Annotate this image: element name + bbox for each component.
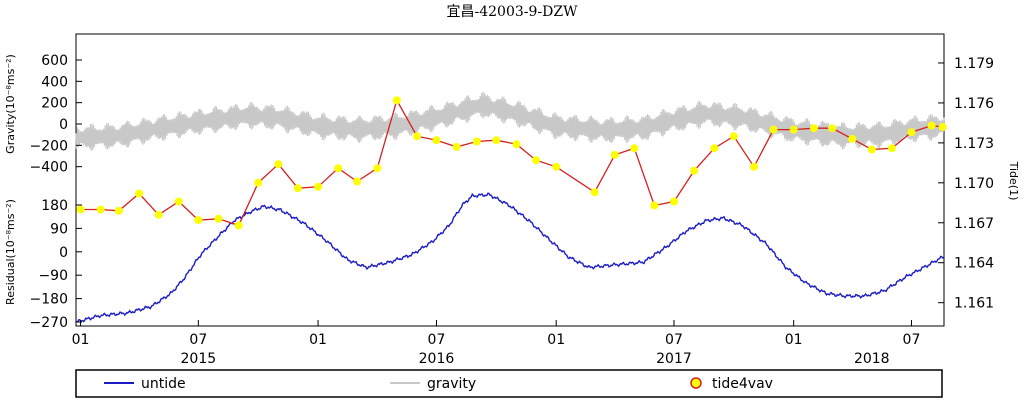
tide4vav-point xyxy=(472,137,481,146)
tide4vav-point xyxy=(590,188,599,197)
gravity-axis-tick-label: 200 xyxy=(41,96,68,112)
gravity-line xyxy=(75,91,945,151)
tide4vav-point xyxy=(729,132,738,141)
tide4vav-point xyxy=(710,144,719,153)
tide4vav-point xyxy=(828,124,837,133)
time-axis-tick-label: 01 xyxy=(309,332,327,348)
tide4vav-point xyxy=(293,184,302,193)
tide4vav-point xyxy=(76,205,85,214)
tide4vav-point xyxy=(413,132,421,141)
gravity-axis-tick-label: −200 xyxy=(30,138,68,154)
legend: untide gravity tide4vav xyxy=(75,369,943,398)
legend-untide-label: untide xyxy=(141,376,186,392)
gravity-axis-tick-label: −400 xyxy=(30,160,68,176)
tide4vav-point xyxy=(373,164,382,173)
tide4vav-point xyxy=(650,201,659,210)
time-axis-year-label: 2015 xyxy=(181,351,217,367)
legend-gravity-label: gravity xyxy=(427,376,476,392)
gravity-axis: 600 400 200 0 −200 −400 xyxy=(30,53,82,176)
tide4vav-point xyxy=(234,221,243,230)
gravity-axis-tick-label: 0 xyxy=(59,117,68,133)
untide-line xyxy=(75,192,945,323)
plot-border xyxy=(75,33,945,327)
untide-series-layer xyxy=(75,192,945,323)
residual-axis-tick-label: −90 xyxy=(38,268,68,284)
residual-axis-tick-label: −180 xyxy=(30,292,68,308)
time-axis-tick-label: 07 xyxy=(189,332,207,348)
tide4vav-point xyxy=(789,125,798,134)
tide4vav-point xyxy=(769,125,778,134)
residual-axis: 180 90 0 −90 −180 −270 xyxy=(30,198,82,331)
gravity-axis-label: Gravity(10⁻⁸ms⁻²) xyxy=(4,54,17,154)
tide4vav-point xyxy=(135,189,144,198)
gravity-axis-tick-label: 400 xyxy=(41,74,68,90)
time-axis-tick-label: 01 xyxy=(547,332,565,348)
time-axis-tick-label: 01 xyxy=(785,332,803,348)
time-axis-tick-label: 07 xyxy=(428,332,446,348)
tide-axis-tick-label: 1.164 xyxy=(954,256,994,272)
tide-axis: 1.179 1.176 1.173 1.170 1.167 1.164 1.161 xyxy=(938,56,994,312)
time-axis-year-label: 2017 xyxy=(656,351,692,367)
gravity-axis-tick-label: 600 xyxy=(41,53,68,69)
tide4vav-point xyxy=(690,166,699,175)
tide4vav-point xyxy=(848,134,857,143)
time-axis-year-label: 2016 xyxy=(419,351,455,367)
tide-axis-label: Tide(1) xyxy=(1007,161,1020,201)
tide4vav-point xyxy=(314,182,323,191)
tide4vav-point xyxy=(452,142,461,151)
gravity-series-layer xyxy=(75,91,945,151)
chart-title: 宜昌-42003-9-DZW xyxy=(447,4,579,20)
tide-axis-tick-label: 1.170 xyxy=(954,176,994,192)
tide4vav-point xyxy=(887,144,896,153)
tide4vav-point xyxy=(809,124,818,133)
plot-frame xyxy=(75,33,945,327)
tide-axis-tick-label: 1.176 xyxy=(954,96,994,112)
time-axis-tick-label: 07 xyxy=(903,332,921,348)
residual-axis-tick-label: 0 xyxy=(59,245,68,261)
tide4vav-point xyxy=(274,160,283,169)
tide-axis-tick-label: 1.167 xyxy=(954,216,994,232)
tide-axis-tick-label: 1.179 xyxy=(954,56,994,72)
tide4vav-point xyxy=(610,150,619,159)
tide4vav-series-layer xyxy=(76,96,947,230)
tide4vav-point xyxy=(867,145,876,154)
tide4vav-point xyxy=(552,162,561,171)
tide4vav-point xyxy=(174,197,183,206)
tide4vav-point xyxy=(392,96,401,105)
tide4vav-point xyxy=(96,205,105,214)
tide4vav-point xyxy=(353,177,362,186)
tide4vav-point xyxy=(907,128,916,137)
residual-axis-tick-label: 90 xyxy=(50,221,68,237)
tide4vav-point xyxy=(334,164,343,173)
tide4vav-point xyxy=(254,178,263,187)
tide4vav-point xyxy=(938,122,947,131)
tide4vav-point xyxy=(492,136,501,145)
time-axis-tick-label: 01 xyxy=(72,332,90,348)
tide4vav-point xyxy=(512,140,521,149)
tide4vav-point xyxy=(214,214,223,223)
tide4vav-point xyxy=(630,144,639,153)
tide4vav-point xyxy=(154,210,163,219)
tide-axis-tick-label: 1.161 xyxy=(954,296,994,312)
tide4vav-point xyxy=(532,156,540,165)
residual-axis-tick-label: −270 xyxy=(30,315,68,331)
legend-tide4vav-label: tide4vav xyxy=(712,376,773,392)
time-axis-year-label: 2018 xyxy=(854,351,890,367)
residual-axis-label: Residual(10⁻⁸ms⁻²) xyxy=(4,199,17,305)
time-axis-tick-label: 07 xyxy=(665,332,683,348)
tide4vav-point xyxy=(432,136,441,145)
tide-axis-tick-label: 1.173 xyxy=(954,136,994,152)
tide4vav-point xyxy=(114,206,123,215)
residual-axis-tick-label: 180 xyxy=(41,198,68,214)
tide4vav-point xyxy=(670,197,678,206)
legend-tide4vav-swatch xyxy=(690,377,702,389)
legend-box xyxy=(75,369,943,398)
time-axis: 01 07 01 07 01 07 01 07 2015 2016 2017 2018 xyxy=(72,320,921,367)
tide4vav-point xyxy=(194,216,203,225)
tide4vav-point xyxy=(927,121,936,130)
tide4vav-point xyxy=(750,162,758,171)
